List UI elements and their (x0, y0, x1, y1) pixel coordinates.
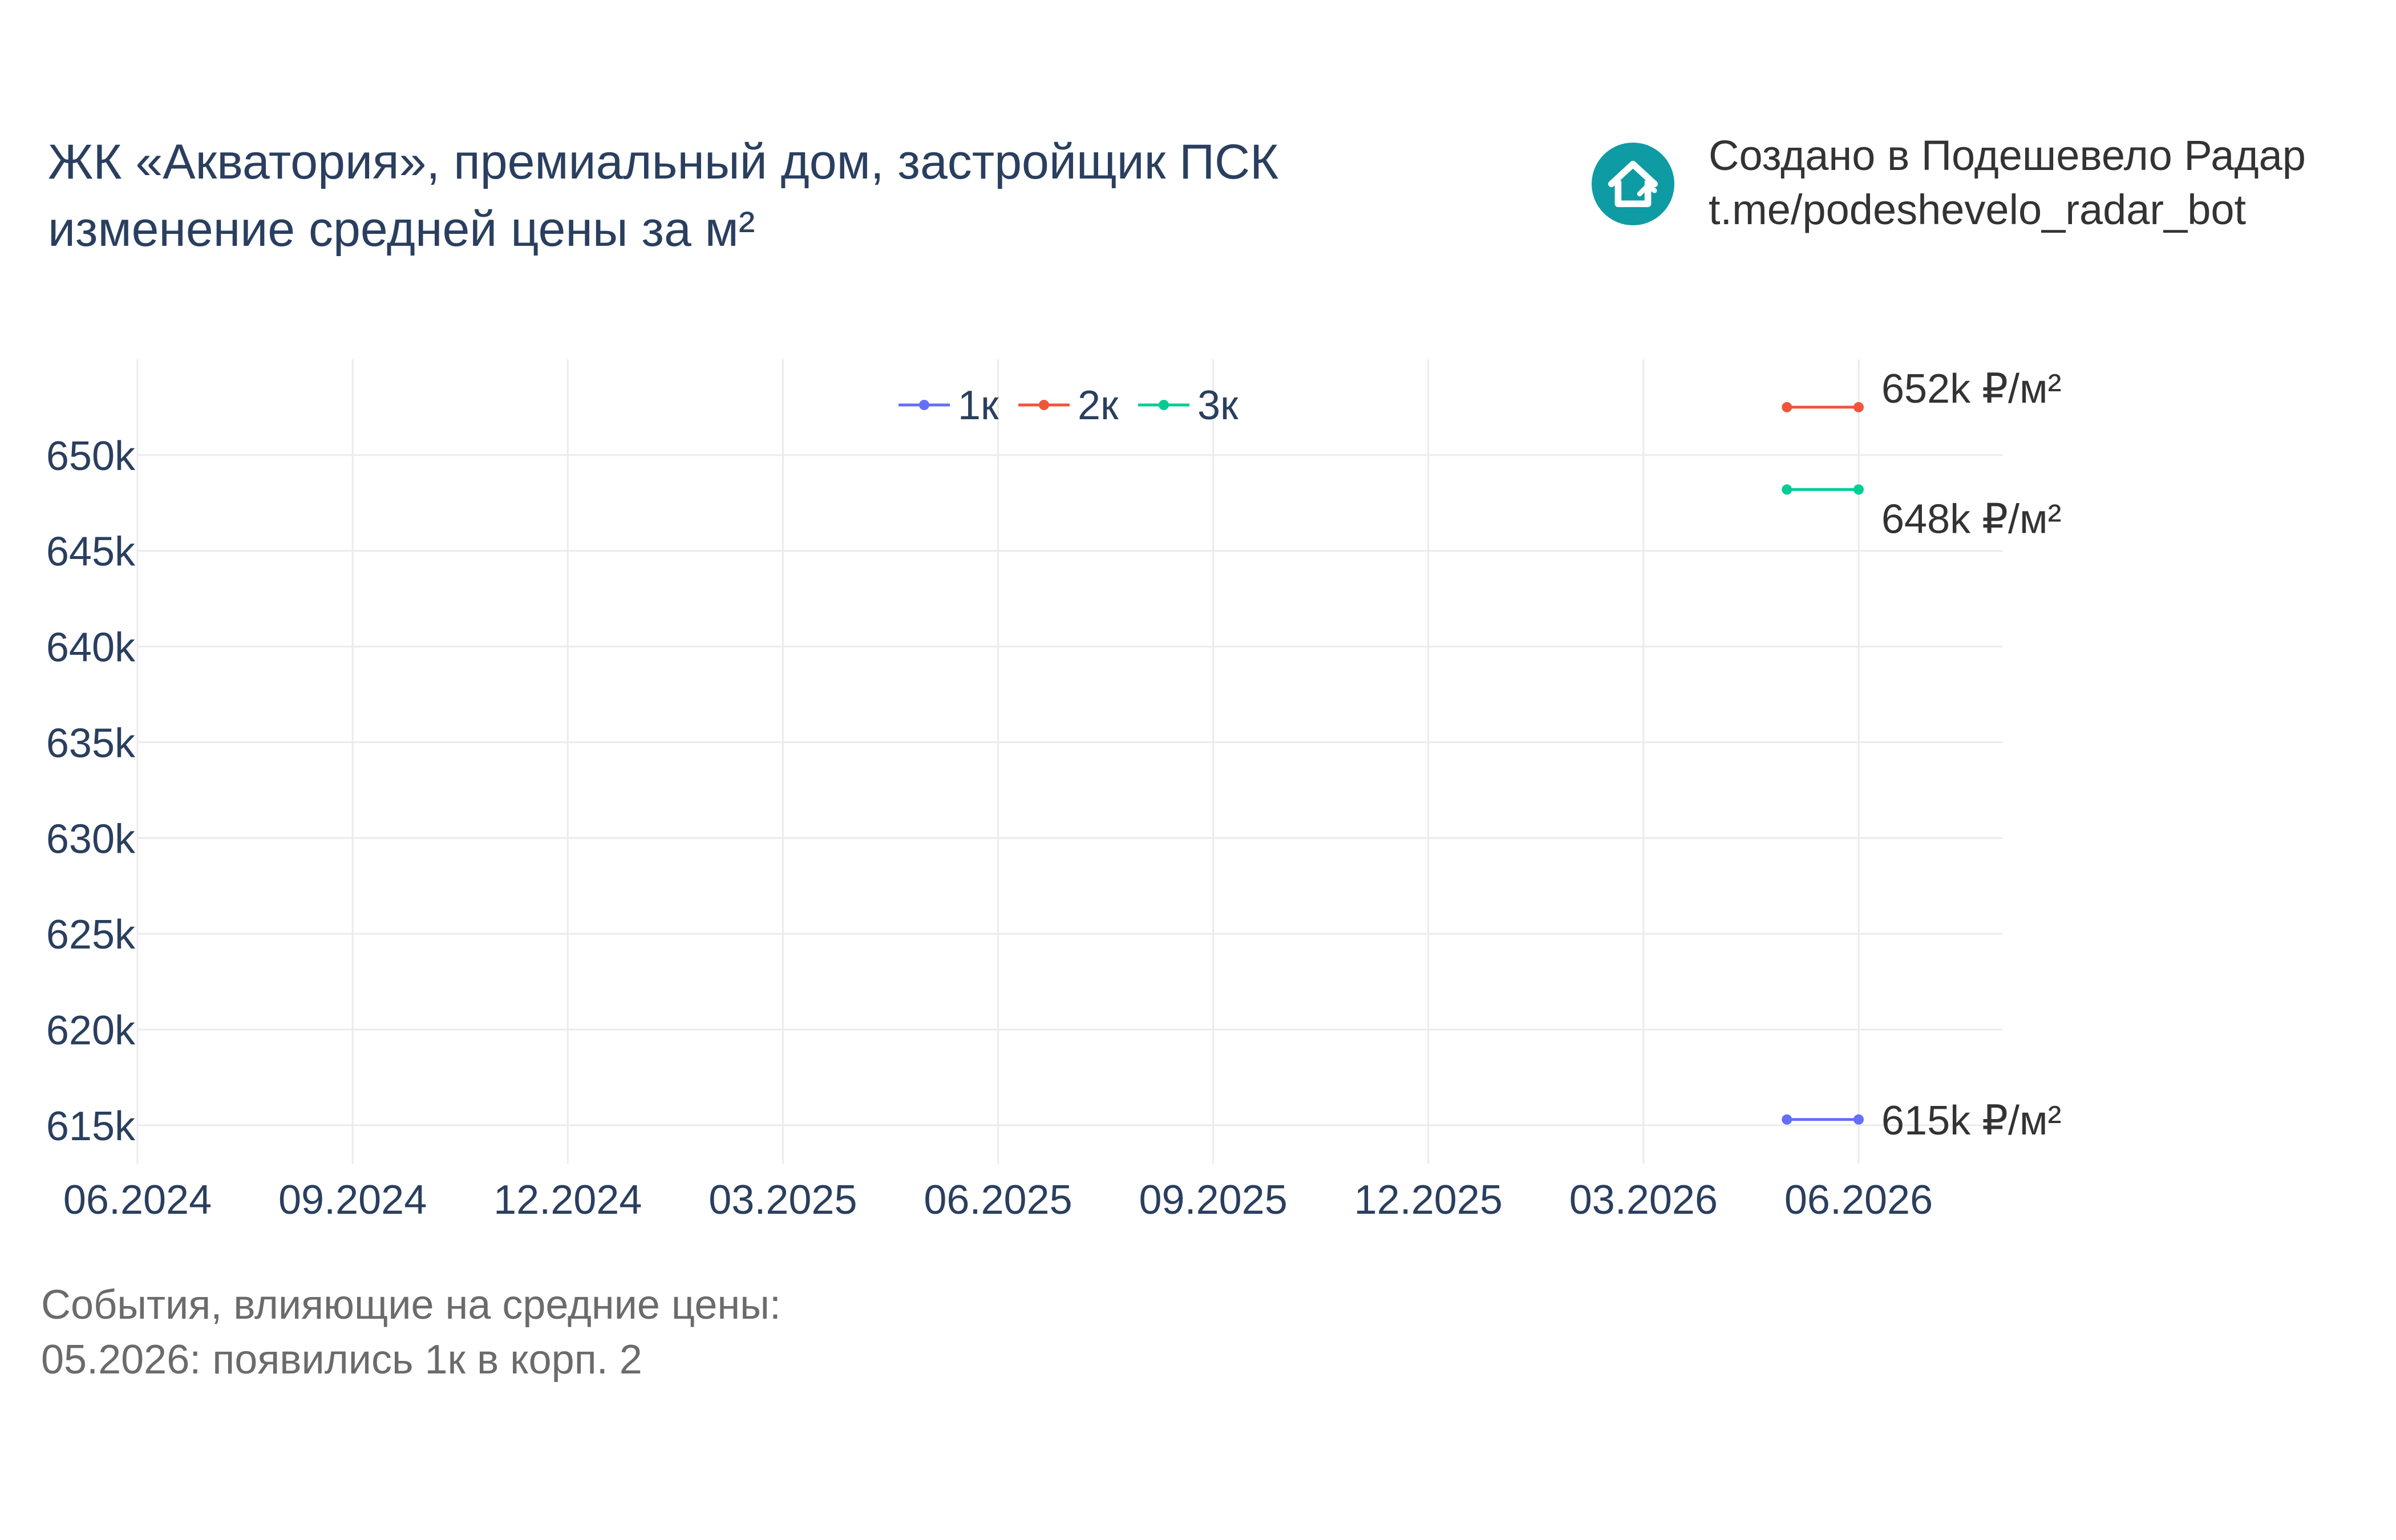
y-tick-label: 640k (46, 625, 136, 671)
y-tick-label: 625k (46, 912, 136, 958)
series-point-2к (1853, 402, 1864, 412)
x-axis-ticks: 06.2024 09.2024 12.2024 03.2025 06.2025 09.20… (63, 1177, 1933, 1223)
y-axis-ticks: 615k 620k 625k 630k 635k 640k 645k 650k (46, 433, 136, 1149)
series-point-1к (1782, 1114, 1792, 1125)
x-tick-label: 03.2025 (709, 1177, 857, 1223)
x-tick-label: 09.2025 (1139, 1177, 1287, 1223)
legend-item-3к: 3к (1197, 383, 1239, 428)
house-icon (1592, 143, 1674, 225)
y-tick-label: 630k (46, 816, 136, 862)
x-tick-label: 12.2024 (493, 1177, 642, 1223)
chart-title-line-1: ЖК «Акватория», премиальный дом, застрой… (48, 135, 1279, 189)
y-tick-label: 620k (46, 1008, 136, 1053)
legend-item-1к: 1к (958, 383, 999, 428)
legend-marker (1159, 400, 1169, 410)
series-end-label: 652k ₽/м² (1881, 366, 2061, 412)
series-end-label: 615k ₽/м² (1881, 1098, 2061, 1144)
brand-line-2[interactable]: t.me/podeshevelo_radar_bot (1709, 186, 2247, 233)
x-tick-label: 06.2025 (924, 1177, 1072, 1223)
legend-marker (1039, 400, 1049, 410)
series-point-2к (1782, 402, 1792, 412)
chart-grid (136, 359, 2002, 1164)
chart-title: ЖК «Акватория», премиальный дом, застрой… (48, 128, 1278, 263)
x-tick-label: 06.2026 (1784, 1177, 1933, 1223)
chart-legend: 1к 2к 3к (898, 383, 1239, 428)
brand-text: Создано в Подешевело Радар t.me/podeshev… (1709, 128, 2306, 237)
event-item: 05.2026: появились 1к в корп. 2 (41, 1337, 642, 1383)
y-tick-label: 650k (46, 433, 136, 479)
x-tick-label: 03.2026 (1569, 1177, 1718, 1223)
series-point-1к (1853, 1114, 1864, 1125)
series-point-3к (1782, 484, 1792, 495)
legend-marker (919, 400, 929, 410)
y-tick-label: 635k (46, 720, 136, 766)
legend-item-2к: 2к (1078, 383, 1119, 428)
chart-title-line-2: изменение средней цены за м² (48, 202, 755, 257)
chart-series: 615k ₽/м² 652k ₽/м² 648k ₽/м² (1782, 366, 2061, 1144)
x-tick-label: 12.2025 (1354, 1177, 1503, 1223)
series-end-label: 648k ₽/м² (1881, 496, 2061, 542)
y-tick-label: 645k (46, 529, 136, 575)
series-point-3к (1853, 484, 1864, 495)
x-tick-label: 06.2024 (63, 1177, 212, 1223)
events-block: События, влияющие на средние цены: 05.20… (41, 1278, 781, 1387)
events-header: События, влияющие на средние цены: (41, 1282, 781, 1328)
y-tick-label: 615k (46, 1104, 136, 1149)
x-tick-label: 09.2024 (278, 1177, 427, 1223)
brand-line-1: Создано в Подешевело Радар (1709, 132, 2306, 179)
